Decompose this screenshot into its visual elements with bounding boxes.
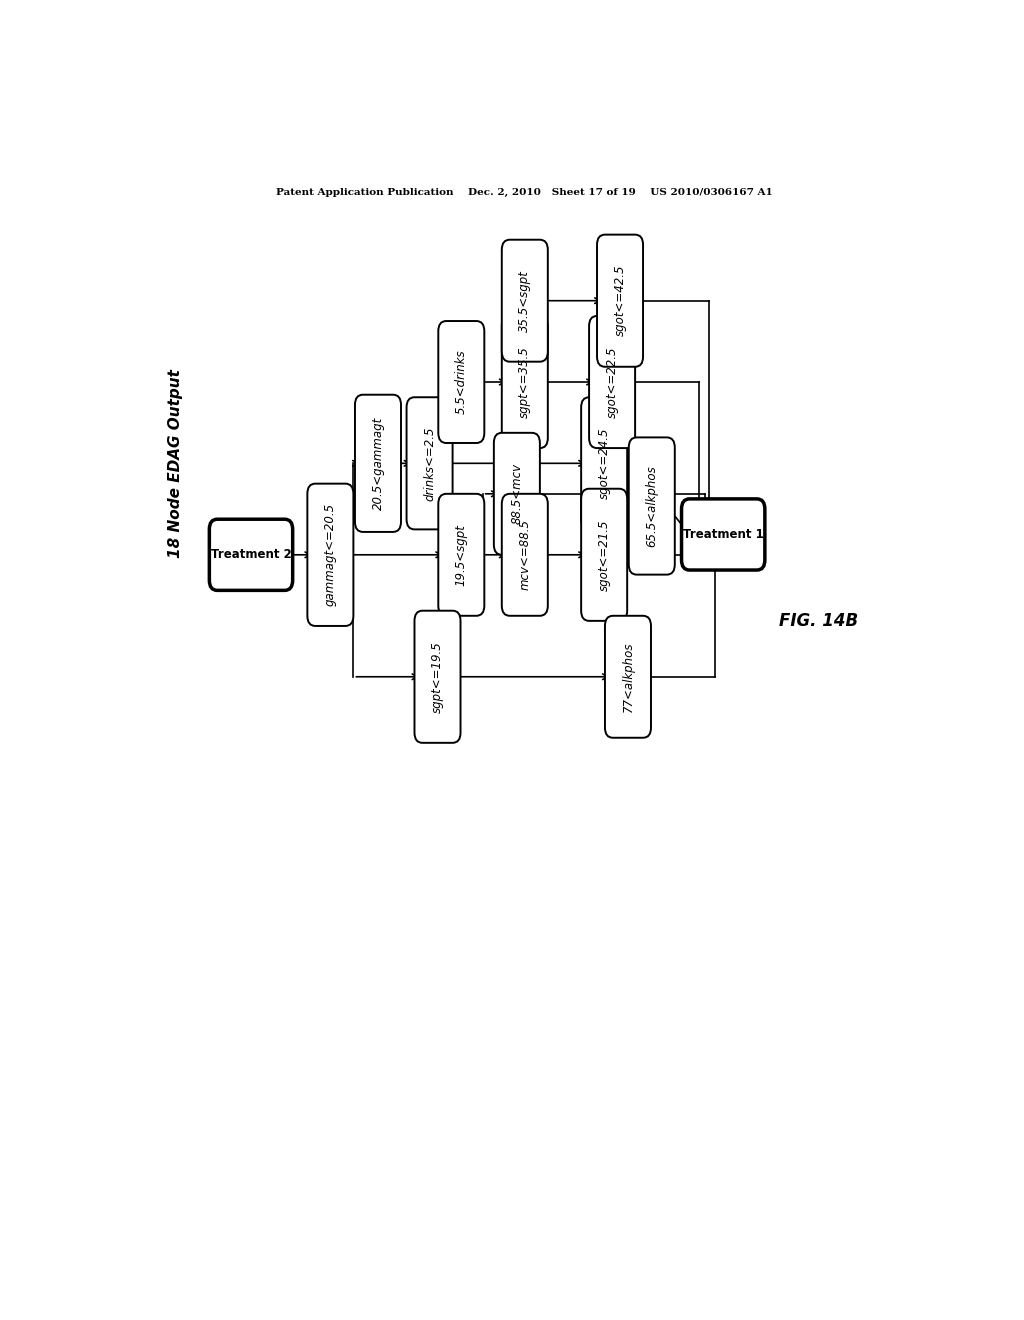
Text: 19.5<sgpt: 19.5<sgpt — [455, 524, 468, 586]
FancyBboxPatch shape — [438, 321, 484, 444]
FancyBboxPatch shape — [307, 483, 353, 626]
Text: sgpt<=35.5: sgpt<=35.5 — [518, 346, 531, 418]
Text: Treatment 1: Treatment 1 — [683, 528, 764, 541]
FancyBboxPatch shape — [582, 397, 627, 529]
FancyBboxPatch shape — [502, 494, 548, 616]
Text: 5.5<drinks: 5.5<drinks — [455, 350, 468, 414]
FancyBboxPatch shape — [629, 437, 675, 574]
Text: sgot<=22.5: sgot<=22.5 — [605, 346, 618, 417]
FancyBboxPatch shape — [502, 240, 548, 362]
Text: 20.5<gammagt: 20.5<gammagt — [372, 417, 384, 510]
Text: sgpt<=19.5: sgpt<=19.5 — [431, 642, 444, 713]
Text: drinks<=2.5: drinks<=2.5 — [423, 426, 436, 500]
Text: FIG. 14B: FIG. 14B — [778, 612, 858, 630]
FancyBboxPatch shape — [209, 519, 293, 590]
FancyBboxPatch shape — [415, 611, 461, 743]
Text: 65.5<alkphos: 65.5<alkphos — [645, 465, 658, 546]
Text: gammagt<=20.5: gammagt<=20.5 — [324, 503, 337, 606]
Text: sgot<=42.5: sgot<=42.5 — [613, 265, 627, 337]
FancyBboxPatch shape — [407, 397, 453, 529]
FancyBboxPatch shape — [582, 488, 627, 620]
FancyBboxPatch shape — [682, 499, 765, 570]
FancyBboxPatch shape — [438, 494, 484, 616]
Text: 88.5<mcv: 88.5<mcv — [510, 463, 523, 524]
Text: sgot<=24.5: sgot<=24.5 — [598, 428, 610, 499]
Text: 77<alkphos: 77<alkphos — [622, 642, 635, 711]
FancyBboxPatch shape — [605, 615, 651, 738]
FancyBboxPatch shape — [494, 433, 540, 554]
Text: mcv<=88.5: mcv<=88.5 — [518, 519, 531, 590]
Text: 35.5<sgpt: 35.5<sgpt — [518, 269, 531, 331]
Text: Patent Application Publication    Dec. 2, 2010   Sheet 17 of 19    US 2010/03061: Patent Application Publication Dec. 2, 2… — [276, 187, 773, 197]
FancyBboxPatch shape — [355, 395, 401, 532]
FancyBboxPatch shape — [597, 235, 643, 367]
FancyBboxPatch shape — [502, 315, 548, 447]
Text: sgot<=21.5: sgot<=21.5 — [598, 519, 610, 590]
FancyBboxPatch shape — [589, 315, 635, 447]
Text: Treatment 2: Treatment 2 — [211, 548, 292, 561]
Text: 18 Node EDAG Output: 18 Node EDAG Output — [168, 368, 183, 558]
